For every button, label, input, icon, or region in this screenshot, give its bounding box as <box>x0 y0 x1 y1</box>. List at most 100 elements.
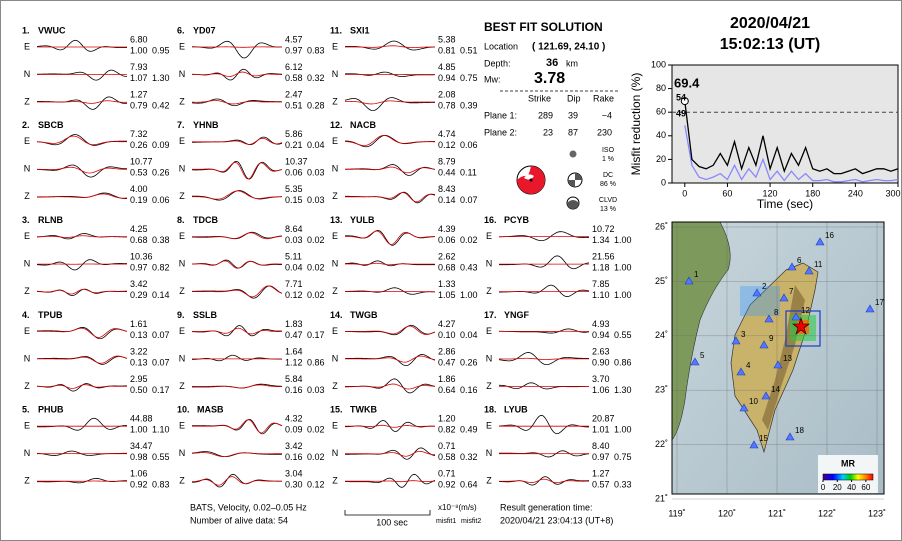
misfit2: 1.00 <box>614 262 632 272</box>
waveform-synthetic <box>345 166 436 174</box>
colorbar <box>822 473 874 481</box>
station-name: MASB <box>197 405 224 415</box>
station-name: TWKB <box>350 405 377 415</box>
misfit2: 0.02 <box>307 262 325 272</box>
amplitude: 3.22 <box>130 346 148 356</box>
x-tick-label: 60 <box>722 188 732 198</box>
component-label: Z <box>332 476 338 486</box>
misfit1: 0.97 <box>285 45 303 55</box>
station-map-label: 5 <box>700 351 705 360</box>
annotation: 69.4 <box>674 75 700 90</box>
amplitude: 5.84 <box>285 374 303 384</box>
plane-value: 289 <box>538 110 553 120</box>
amplitude: 8.43 <box>438 184 456 194</box>
amplitude: 10.77 <box>130 157 153 167</box>
misfit2: 0.11 <box>460 168 477 178</box>
amplitude: 1.83 <box>285 319 303 329</box>
misfit1: 0.58 <box>438 452 456 462</box>
component-label: Z <box>24 96 30 106</box>
misfit-line <box>684 101 899 175</box>
component-label: E <box>179 231 185 241</box>
misfit2: 0.03 <box>307 385 325 395</box>
component-label: Z <box>332 191 338 201</box>
waveform-synthetic <box>345 192 436 203</box>
component-label: N <box>332 258 339 268</box>
misfit2: 1.00 <box>614 425 632 435</box>
x-tick-label: 180 <box>805 188 820 198</box>
epicenter <box>792 317 810 335</box>
misfit1: 0.94 <box>592 330 610 340</box>
component-label: Z <box>179 381 185 391</box>
misfit1: 0.09 <box>285 425 303 435</box>
amplitude: 6.80 <box>130 34 148 44</box>
station-marker <box>791 312 801 321</box>
lat-tick-label: 24˚ <box>655 330 668 340</box>
event-date: 2020/04/21 <box>730 15 810 32</box>
amplitude: 4.00 <box>130 184 148 194</box>
component-label: Z <box>332 286 338 296</box>
waveform-synthetic <box>191 476 282 486</box>
waveform-synthetic <box>345 325 436 335</box>
amplitude: 5.11 <box>285 251 302 261</box>
waveform-synthetic <box>192 384 283 389</box>
lon-tick-label: 121˚ <box>768 508 786 518</box>
misfit2: 1.10 <box>152 425 170 435</box>
component-label: N <box>24 164 31 174</box>
misfit1: 0.19 <box>130 195 148 205</box>
misfit2: 0.51 <box>460 45 478 55</box>
amplitude: 10.36 <box>130 251 153 261</box>
amplitude: 4.85 <box>438 62 456 72</box>
station-label: 9. <box>177 310 185 320</box>
amplitude: 10.72 <box>592 224 615 234</box>
colorbar-title: MR <box>841 458 855 468</box>
component-label: N <box>179 164 186 174</box>
misfit1: 0.50 <box>130 385 148 395</box>
misfit2: 1.30 <box>152 73 170 83</box>
amplitude: 5.38 <box>438 34 456 44</box>
lat-tick-label: 26˚ <box>655 221 668 231</box>
lon-tick-label: 122˚ <box>818 508 836 518</box>
misfit1: 0.16 <box>285 385 303 395</box>
station-map-label: 4 <box>746 361 751 370</box>
component-label: E <box>179 41 185 51</box>
misfit1: 1.01 <box>592 425 610 435</box>
misfit1: 0.97 <box>592 452 610 462</box>
amplitude: 7.71 <box>285 279 303 289</box>
misfit1: 0.92 <box>130 480 148 490</box>
station-name: TWGB <box>350 310 378 320</box>
component-label: Z <box>332 96 338 106</box>
waveform-observed <box>191 160 283 180</box>
waveform-synthetic <box>191 327 283 335</box>
amplitude: 2.08 <box>438 89 456 99</box>
component-label: N <box>24 448 31 458</box>
misfit2: 0.43 <box>460 262 478 272</box>
station-label: 12. <box>330 120 343 130</box>
misfit1: 0.64 <box>438 385 456 395</box>
x-tick-label: 120 <box>763 188 778 198</box>
misfit2: 0.04 <box>460 330 478 340</box>
waveform-observed <box>36 69 128 81</box>
component-label: E <box>24 136 30 146</box>
misfit1: 0.03 <box>285 235 303 245</box>
misfit2: 0.83 <box>152 480 170 490</box>
amplitude: 8.40 <box>592 441 610 451</box>
station-marker <box>804 266 814 275</box>
mt-percent: 1 % <box>602 156 614 163</box>
amplitude: 1.64 <box>285 346 303 356</box>
component-label: Z <box>24 476 30 486</box>
max-marker <box>680 97 689 106</box>
station-marker <box>759 340 769 349</box>
misfit2: 0.75 <box>614 452 632 462</box>
amplitude: 1.27 <box>592 469 610 479</box>
waveform-synthetic <box>345 450 436 457</box>
amplitude: 2.47 <box>285 89 303 99</box>
component-label: N <box>486 258 493 268</box>
misfit2: 0.49 <box>460 425 478 435</box>
misfit2: 0.06 <box>152 195 170 205</box>
component-label: Z <box>486 476 492 486</box>
station-label: 10. <box>177 405 190 415</box>
station-marker <box>749 440 759 449</box>
y-axis-label: Misfit reduction (%) <box>629 73 643 176</box>
misfit1: 1.34 <box>592 235 610 245</box>
misfit2: 0.07 <box>152 330 170 340</box>
